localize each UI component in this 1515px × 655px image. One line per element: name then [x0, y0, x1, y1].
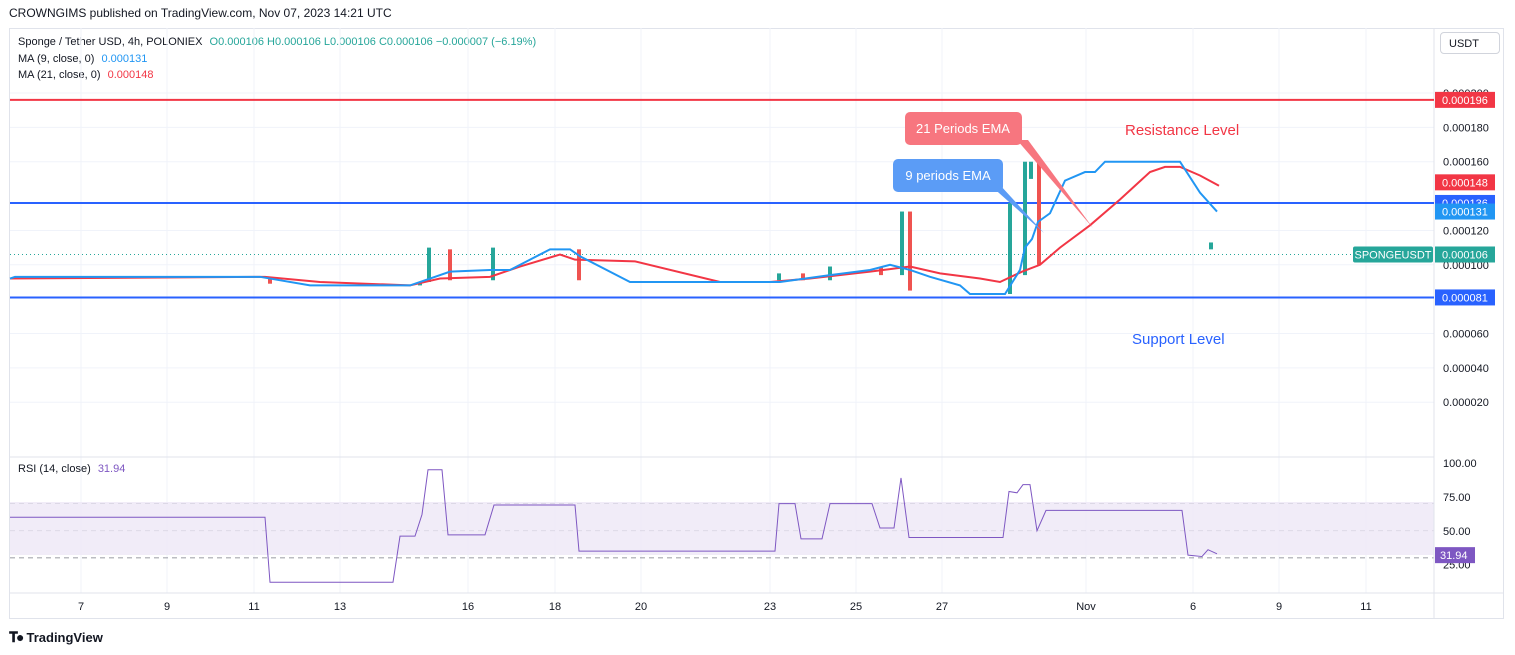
price-axis-label: 0.000196 — [1442, 95, 1488, 107]
tradingview-logo-text: TradingView — [26, 630, 103, 645]
time-tick-label: 13 — [334, 601, 346, 613]
rsi-tick-label: 50.00 — [1443, 526, 1471, 538]
ema21-callout-box[interactable] — [905, 112, 1022, 145]
price-axis-label-bg — [1435, 203, 1495, 220]
symbol-tag-bg — [1353, 246, 1433, 263]
bullish-candle — [1209, 242, 1213, 250]
ema21-callout-pointer — [1017, 140, 1093, 228]
bearish-candle — [577, 249, 581, 281]
ema21-callout-text: 21 Periods EMA — [916, 121, 1010, 136]
rsi-tick-label: 100.00 — [1443, 458, 1477, 470]
rsi-legend[interactable]: RSI (14, close) 31.94 — [18, 463, 125, 475]
ma21-legend[interactable]: MA (21, close, 0) 0.000148 — [18, 69, 154, 81]
ema9-callout-pointer — [990, 185, 1044, 233]
price-axis-label: 0.000081 — [1442, 292, 1488, 304]
symbol-legend: Sponge / Tether USD, 4h, POLONIEX O0.000… — [18, 36, 536, 48]
bullish-candle — [777, 273, 781, 281]
publisher-line: CROWNGIMS published on TradingView.com, … — [9, 6, 392, 20]
bearish-candle — [801, 273, 805, 281]
price-axis-label-bg — [1435, 289, 1495, 306]
bullish-candle — [1008, 202, 1012, 295]
bearish-candle — [268, 276, 272, 284]
rsi-value-label: 31.94 — [1440, 550, 1468, 562]
ma21-line — [9, 165, 1220, 287]
currency-selector-button[interactable]: USDT — [1440, 32, 1500, 54]
rsi-tick-label: 75.00 — [1443, 492, 1471, 504]
price-tick-label: 0.000020 — [1443, 397, 1489, 409]
bullish-candle — [900, 211, 904, 276]
time-tick-label: 16 — [462, 601, 474, 613]
bullish-candle — [427, 247, 431, 282]
time-tick-label: Nov — [1076, 601, 1096, 613]
time-tick-label: 27 — [936, 601, 948, 613]
chart-frame — [9, 28, 1504, 619]
tradingview-logo-icon: 𝐓● — [9, 629, 25, 645]
tradingview-logo[interactable]: 𝐓● TradingView — [9, 629, 103, 646]
rsi-label: RSI (14, close) — [18, 463, 91, 475]
ma9-line — [9, 160, 1218, 296]
ema9-callout-box[interactable] — [893, 159, 1003, 192]
price-tick-label: 0.000060 — [1443, 329, 1489, 341]
price-axis-label: 0.000131 — [1442, 207, 1488, 219]
symbol-title[interactable]: Sponge / Tether USD, 4h, POLONIEX — [18, 36, 203, 48]
price-axis-label-bg — [1435, 246, 1495, 263]
support-level-label: Support Level — [1132, 331, 1225, 348]
price-axis-label: 0.000106 — [1442, 249, 1488, 261]
ma21-value: 0.000148 — [107, 69, 154, 81]
ma9-legend[interactable]: MA (9, close, 0) 0.000131 — [18, 53, 147, 65]
time-tick-label: 11 — [1360, 601, 1371, 613]
bullish-candle — [491, 247, 495, 281]
rsi-band — [10, 502, 1434, 555]
bearish-candle — [448, 249, 452, 281]
price-tick-label: 0.000160 — [1443, 157, 1489, 169]
bullish-candle — [1029, 161, 1033, 179]
bearish-candle — [908, 211, 912, 291]
time-tick-label: 25 — [850, 601, 862, 613]
price-axis-label: 0.000148 — [1442, 177, 1488, 189]
bullish-candle — [828, 266, 832, 281]
rsi-value-label-bg — [1435, 547, 1475, 564]
time-tick-label: 18 — [549, 601, 561, 613]
rsi-line — [10, 469, 1218, 583]
time-tick-label: 20 — [635, 601, 647, 613]
price-tick-label: 0.000040 — [1443, 363, 1489, 375]
time-tick-label: 11 — [248, 601, 259, 613]
bearish-candle — [1037, 161, 1041, 265]
resistance-level-label: Resistance Level — [1125, 122, 1239, 139]
time-tick-label: 9 — [164, 601, 170, 613]
bullish-candle — [1023, 161, 1027, 276]
ma9-value: 0.000131 — [101, 53, 148, 65]
time-tick-label: 6 — [1190, 601, 1196, 613]
time-tick-label: 7 — [78, 601, 84, 613]
price-tick-label: 0.000180 — [1443, 122, 1489, 134]
ema9-callout-text: 9 periods EMA — [905, 168, 991, 183]
price-tick-label: 0.000100 — [1443, 260, 1489, 272]
symbol-tag: SPONGEUSDT — [1354, 249, 1431, 261]
ma21-label: MA (21, close, 0) — [18, 69, 101, 81]
ma9-label: MA (9, close, 0) — [18, 53, 95, 65]
rsi-value: 31.94 — [97, 463, 126, 475]
price-axis-label-bg — [1435, 91, 1495, 108]
time-tick-label: 23 — [764, 601, 776, 613]
price-tick-label: 0.000120 — [1443, 225, 1489, 237]
ohlc-values: O0.000106 H0.000106 L0.000106 C0.000106 … — [209, 36, 537, 48]
time-tick-label: 9 — [1276, 601, 1282, 613]
price-axis-label-bg — [1435, 174, 1495, 191]
